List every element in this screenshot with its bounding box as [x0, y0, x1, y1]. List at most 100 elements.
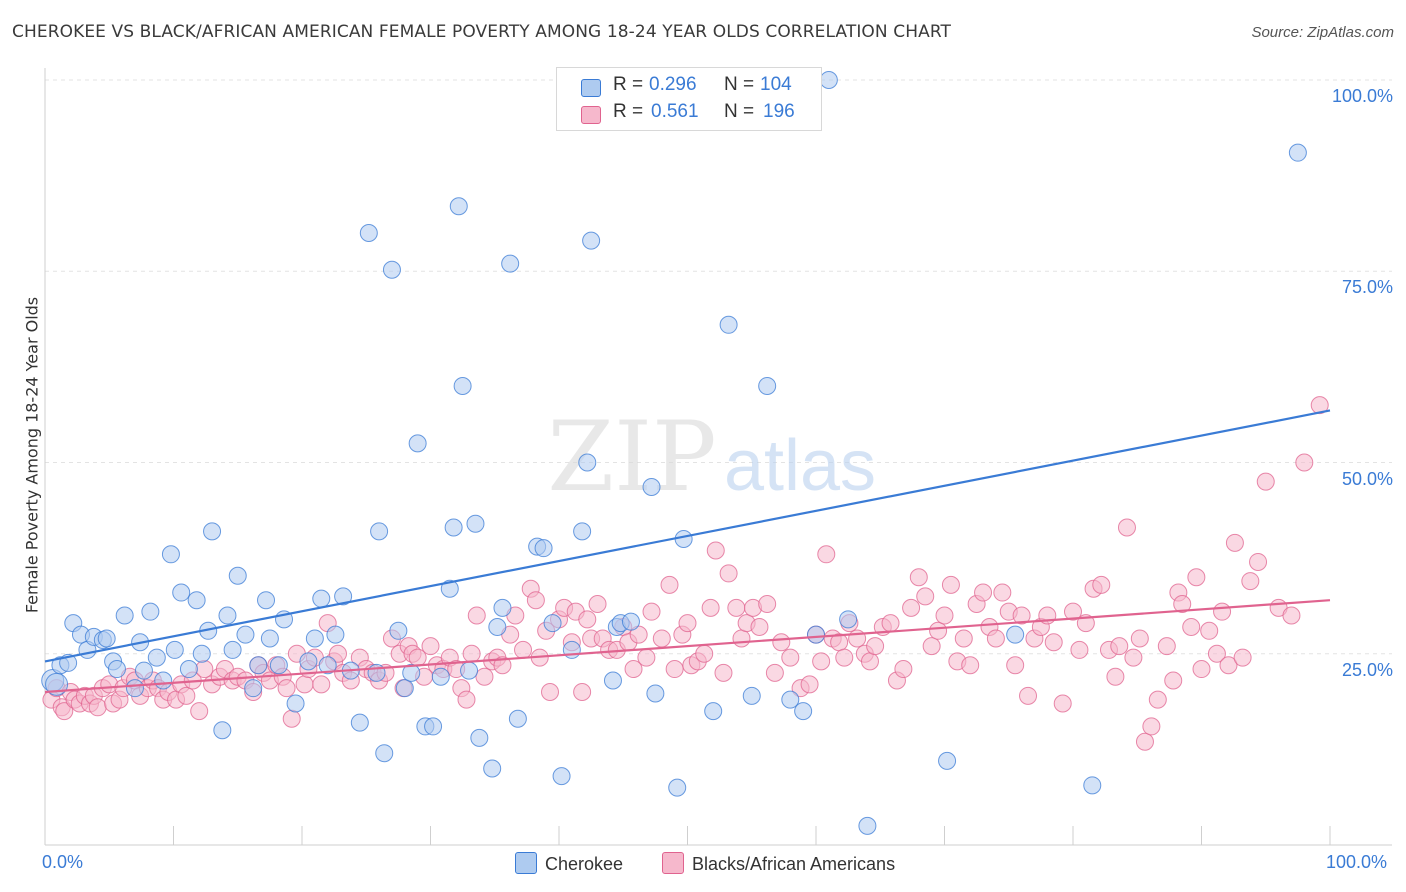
point-black	[573, 683, 592, 701]
point-cherokee	[444, 518, 463, 537]
point-cherokee	[674, 530, 693, 548]
point-cherokee	[603, 671, 622, 690]
point-cherokee	[578, 453, 597, 472]
point-black	[902, 598, 921, 617]
point-black	[986, 629, 1005, 648]
point-black	[974, 583, 993, 602]
point-cherokee	[161, 545, 180, 564]
point-black	[1019, 686, 1038, 705]
point-black	[1157, 637, 1176, 656]
watermark: ZIP atlas	[547, 401, 876, 513]
point-cherokee	[402, 663, 421, 682]
legend-swatch-black	[581, 106, 601, 124]
point-black	[1200, 621, 1219, 640]
point-black	[954, 629, 973, 648]
point-black	[993, 583, 1012, 602]
point-cherokee	[758, 377, 777, 395]
watermark-zip: ZIP	[547, 401, 716, 513]
point-black	[88, 698, 107, 717]
point-black	[1142, 717, 1161, 736]
chart-title: CHEROKEE VS BLACK/AFRICAN AMERICAN FEMAL…	[12, 22, 951, 42]
point-cherokee	[312, 589, 331, 608]
point-cherokee	[249, 656, 268, 675]
point-black	[961, 656, 980, 675]
point-cherokee	[359, 224, 378, 242]
legend-row-cherokee: R = 0.296 N = 104	[557, 74, 821, 100]
point-cherokee	[1288, 143, 1307, 162]
point-cherokee	[501, 254, 520, 273]
point-black	[1282, 606, 1301, 625]
point-black	[195, 660, 214, 679]
point-cherokee	[203, 522, 222, 541]
bottom-legend-label-black: Blacks/African Americans	[692, 854, 896, 874]
point-cherokee	[646, 684, 665, 703]
point-cherokee	[508, 709, 527, 728]
point-cherokee	[269, 656, 288, 675]
point-black	[295, 675, 314, 694]
point-black	[812, 652, 831, 671]
point-cherokee	[350, 713, 369, 732]
y-tick-label: 100.0%	[1331, 86, 1393, 106]
point-black	[328, 644, 347, 663]
point-black	[1092, 575, 1111, 594]
point-black	[929, 621, 948, 640]
point-cherokee	[375, 744, 394, 763]
point-black	[935, 606, 954, 625]
point-cherokee	[165, 640, 184, 659]
point-cherokee	[440, 579, 459, 598]
y-tick-label: 25.0%	[1341, 659, 1393, 680]
point-cherokee	[370, 522, 389, 541]
point-cherokee	[460, 661, 479, 680]
point-black	[457, 690, 476, 709]
point-black	[1135, 732, 1154, 751]
point-black	[578, 610, 597, 629]
point-cherokee	[305, 629, 324, 648]
point-black	[588, 595, 607, 614]
point-cherokee	[488, 617, 507, 636]
legend-row-black: R = 0.561 N = 196	[557, 101, 821, 127]
point-black	[624, 660, 643, 679]
point-black	[758, 595, 777, 614]
point-cherokee	[192, 644, 211, 663]
point-black	[765, 663, 784, 682]
point-black	[835, 648, 854, 667]
bottom-legend-swatch-black	[662, 852, 684, 874]
point-cherokee	[819, 71, 838, 89]
x-tick-max: 100.0%	[1326, 852, 1388, 872]
point-black	[909, 568, 928, 587]
point-black	[475, 667, 494, 686]
point-cherokee	[1006, 625, 1025, 644]
point-cherokee	[466, 514, 485, 533]
point-black	[1173, 595, 1192, 614]
bottom-legend-swatch-cherokee	[515, 852, 537, 874]
point-black	[894, 660, 913, 679]
point-black	[1225, 533, 1244, 552]
point-black	[732, 629, 751, 648]
point-black	[1249, 552, 1268, 571]
point-black	[526, 591, 545, 610]
point-cherokee	[154, 671, 173, 690]
point-cherokee	[244, 679, 263, 698]
point-cherokee	[938, 751, 957, 770]
point-black	[1148, 690, 1167, 709]
point-cherokee	[286, 694, 305, 713]
trend-line-cherokee	[44, 409, 1331, 663]
point-cherokee	[299, 652, 318, 671]
point-black	[1044, 633, 1063, 652]
legend-r-label: R =	[613, 74, 644, 95]
point-black	[941, 575, 960, 594]
point-black	[1164, 671, 1183, 690]
point-cherokee	[424, 717, 443, 736]
point-black	[467, 606, 486, 625]
correlation-legend: R = 0.296 N = 104 R = 0.561 N = 196	[556, 67, 822, 131]
point-black	[421, 637, 440, 656]
point-black	[817, 545, 836, 564]
point-cherokee	[115, 606, 134, 625]
point-cherokee	[781, 690, 800, 709]
point-black	[1006, 656, 1025, 675]
point-cherokee	[257, 591, 276, 610]
point-cherokee	[382, 260, 401, 279]
point-cherokee	[236, 625, 255, 644]
legend-r-value: 0.561	[651, 101, 699, 122]
point-black	[678, 614, 697, 633]
